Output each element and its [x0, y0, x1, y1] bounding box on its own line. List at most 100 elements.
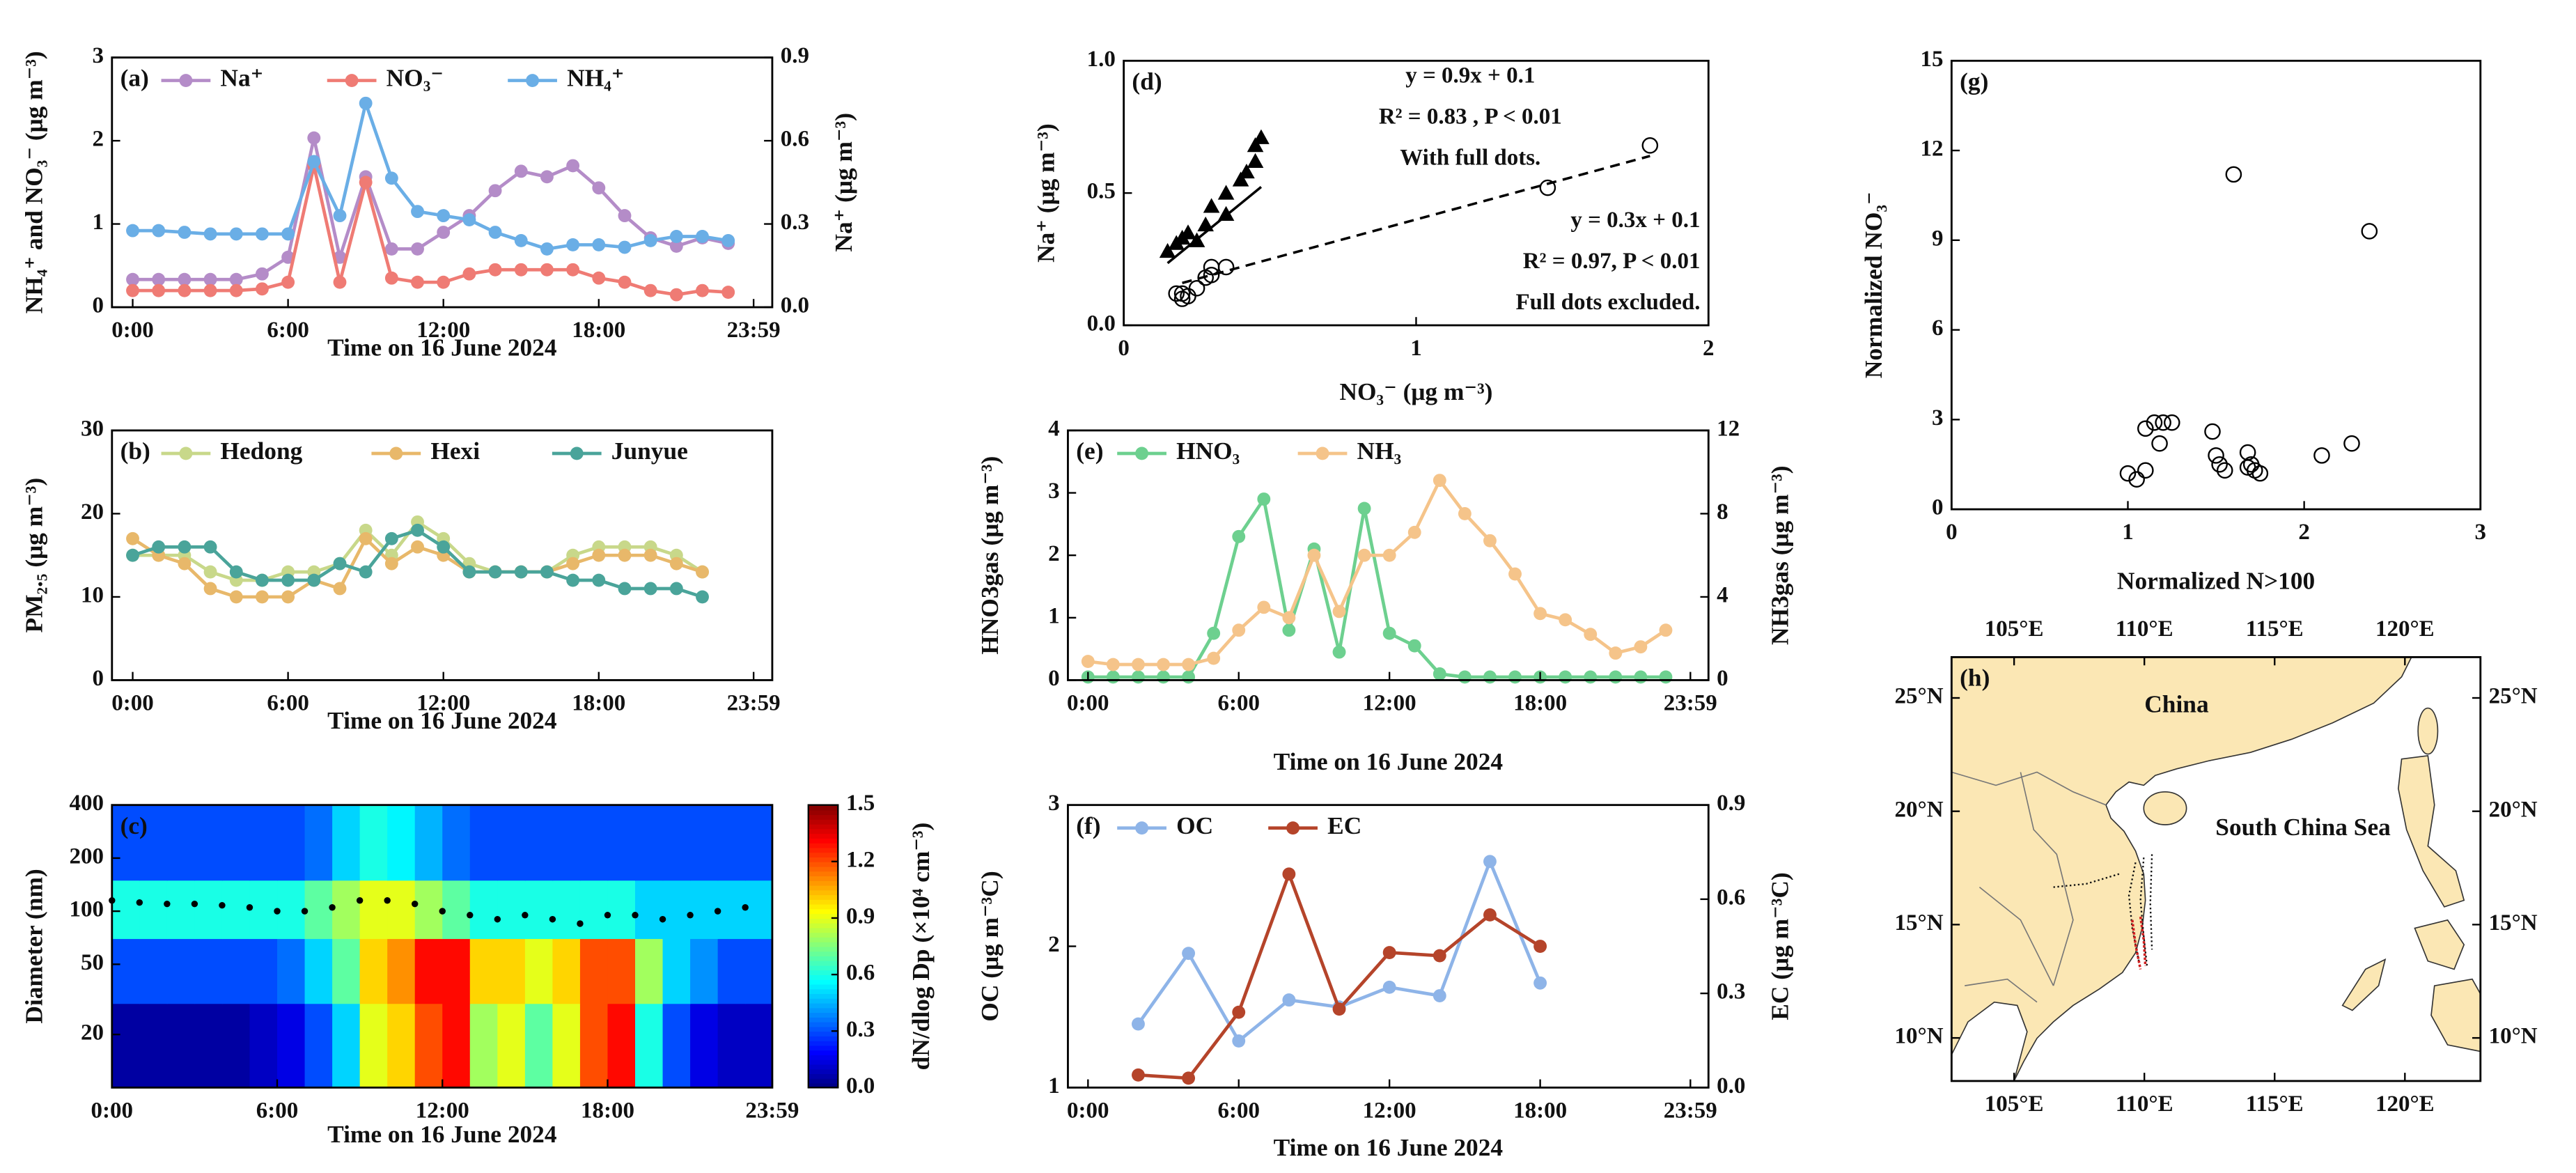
circle-point — [1641, 137, 1659, 154]
point — [1332, 1002, 1346, 1016]
heat-cell — [552, 1003, 581, 1089]
colorbar-tick-label: 1.2 — [846, 847, 875, 872]
triangle-point — [1238, 163, 1255, 179]
heat-cell — [442, 805, 471, 881]
median-dot — [439, 908, 446, 915]
point — [178, 272, 192, 286]
x-tick-label: 0:00 — [111, 318, 153, 343]
plot-frame — [1123, 59, 1710, 327]
point — [1407, 639, 1421, 653]
heat-cell — [579, 1003, 609, 1089]
panel-label: (e) — [1076, 437, 1103, 465]
y2-tick-label: 0 — [1717, 666, 1728, 691]
heat-cell — [139, 805, 168, 881]
circle-point — [2313, 447, 2330, 464]
point — [1382, 626, 1396, 640]
y2-tick-label: 0.0 — [1717, 1073, 1745, 1098]
heat-cell — [304, 880, 333, 940]
point — [1584, 628, 1598, 642]
point — [437, 540, 451, 554]
point — [178, 283, 192, 297]
circle-point — [2163, 414, 2180, 431]
colorbar-step — [808, 833, 838, 839]
point — [1257, 600, 1271, 614]
circle-point — [2128, 471, 2145, 488]
point — [1533, 940, 1547, 953]
point — [1559, 613, 1572, 627]
point — [643, 283, 657, 297]
point — [1282, 993, 1296, 1007]
y-tick-label-right: 10°N — [2489, 1024, 2538, 1049]
map-label: South China Sea — [2215, 813, 2391, 841]
colorbar-step — [808, 1078, 838, 1084]
x-tick-label: 1 — [2122, 520, 2134, 545]
y-tick-label: 0 — [1932, 495, 1944, 520]
fit-line — [1166, 186, 1263, 265]
point — [307, 131, 321, 145]
legend-label: NO₃⁻ — [387, 64, 444, 92]
annotation: R² = 0.97, P < 0.01 — [1523, 249, 1701, 274]
annotation: With full dots. — [1400, 145, 1540, 170]
legend-label: NH₄⁺ — [567, 64, 624, 92]
median-dot — [246, 904, 253, 911]
circle-point — [2208, 447, 2224, 464]
x-tick-label-top: 115°E — [2246, 616, 2304, 642]
median-dot — [411, 900, 419, 908]
y-tick-label: 0.5 — [1087, 179, 1116, 204]
colorbar-tick-label: 0.6 — [846, 961, 875, 986]
circle-point — [1168, 285, 1185, 302]
colorbar-step — [808, 970, 838, 976]
point — [618, 582, 632, 596]
point — [1659, 623, 1673, 637]
heat-cell — [552, 880, 581, 940]
heat-cell — [745, 880, 773, 940]
legend-label: EC — [1327, 811, 1361, 839]
point — [669, 288, 683, 302]
colorbar-step — [808, 899, 838, 905]
colorbar-step — [808, 1031, 838, 1036]
heat-cell — [497, 938, 526, 1004]
point — [1382, 548, 1396, 562]
y-axis-label: HNO3gas (μg m⁻³) — [976, 456, 1004, 655]
heat-cell — [690, 1003, 719, 1089]
y2-tick-label: 0.6 — [1717, 885, 1745, 910]
point — [1483, 534, 1497, 547]
point — [540, 242, 554, 256]
heat-cell — [359, 938, 388, 1004]
point — [437, 275, 451, 289]
triangle-point — [1247, 153, 1264, 168]
heat-cell — [277, 880, 306, 940]
colorbar-step — [808, 993, 838, 999]
y-tick-label: 3 — [1048, 479, 1060, 504]
point — [411, 205, 424, 219]
point — [178, 557, 192, 570]
heat-cell — [359, 805, 388, 881]
heat-cell — [249, 805, 278, 881]
point — [643, 548, 657, 562]
point — [126, 224, 139, 238]
point — [1207, 651, 1221, 665]
heat-cell — [607, 938, 636, 1004]
annotation: R² = 0.83 , P < 0.01 — [1379, 104, 1562, 129]
x-tick-label: 0 — [1946, 520, 1958, 545]
x-tick-label: 18:00 — [572, 690, 625, 715]
median-dot — [191, 900, 198, 908]
trajectory — [2053, 854, 2153, 966]
point — [462, 213, 476, 227]
triangle-point — [1217, 185, 1235, 200]
heat-cell — [414, 880, 443, 940]
point — [229, 565, 243, 579]
point — [514, 565, 528, 579]
point — [1357, 502, 1371, 515]
colorbar-step — [808, 974, 838, 980]
map-layer: China South China Sea — [1951, 656, 2481, 1082]
y-tick-label: 100 — [69, 897, 104, 922]
colorbar-step — [808, 838, 838, 844]
heat-cell — [442, 938, 471, 1004]
triangle-point — [1197, 216, 1214, 232]
y2-tick-label: 4 — [1717, 583, 1728, 608]
circle-point — [2155, 414, 2171, 431]
point — [1332, 605, 1346, 619]
x-tick-label: 18:00 — [572, 318, 625, 343]
colorbar-tick-label: 0.0 — [846, 1073, 875, 1098]
